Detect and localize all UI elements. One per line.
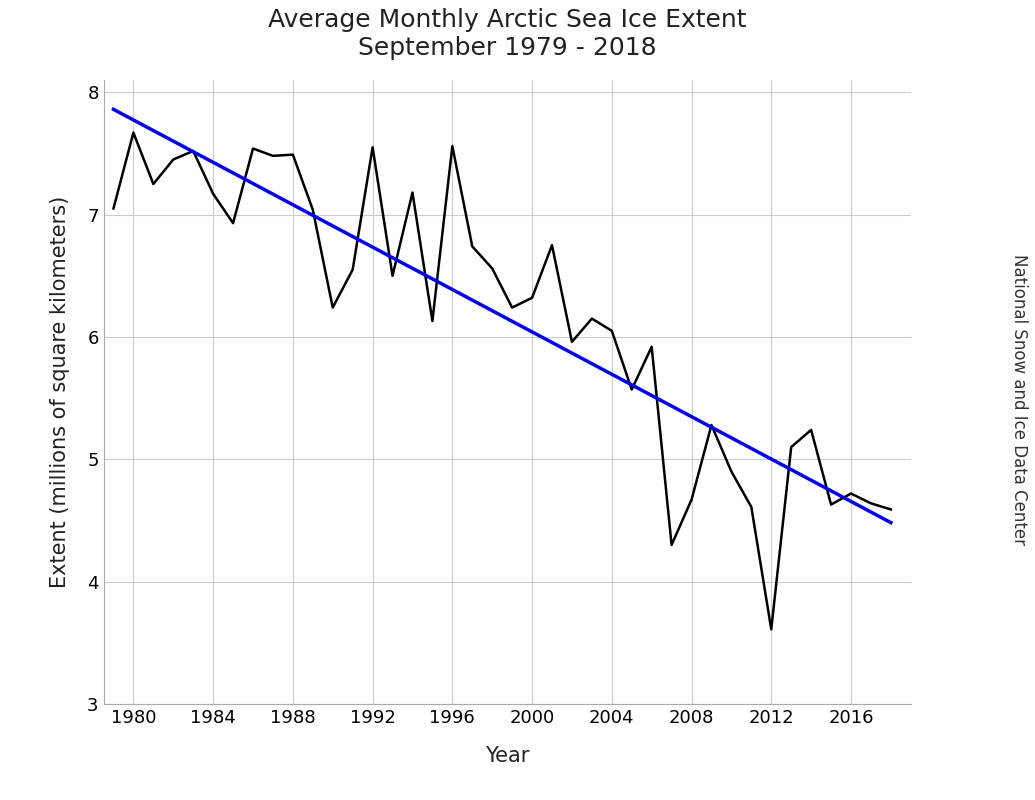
Title: Average Monthly Arctic Sea Ice Extent
September 1979 - 2018: Average Monthly Arctic Sea Ice Extent Se… bbox=[268, 8, 746, 60]
Text: National Snow and Ice Data Center: National Snow and Ice Data Center bbox=[1010, 254, 1029, 546]
Y-axis label: Extent (millions of square kilometers): Extent (millions of square kilometers) bbox=[51, 196, 70, 588]
X-axis label: Year: Year bbox=[485, 746, 529, 766]
